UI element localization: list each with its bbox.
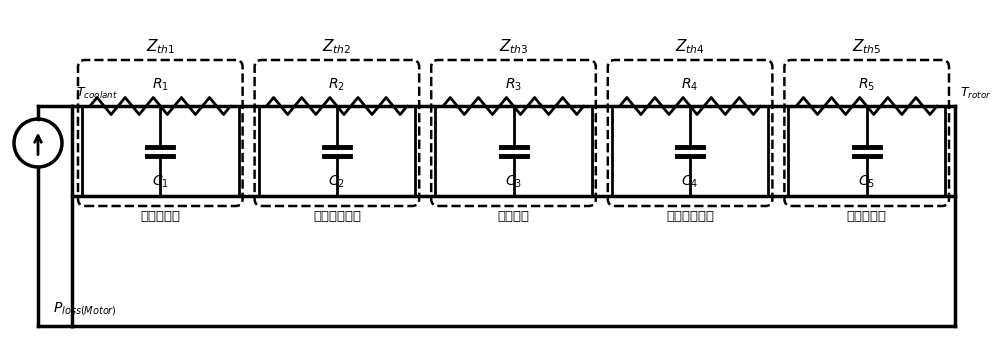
Text: （定子芯）: （定子芯） xyxy=(140,210,180,223)
Text: （气隙）: （气隙） xyxy=(498,210,530,223)
Text: $R_4$: $R_4$ xyxy=(681,77,699,93)
Text: $P_{loss(Motor)}$: $P_{loss(Motor)}$ xyxy=(53,300,117,318)
Text: $Z_{th5}$: $Z_{th5}$ xyxy=(852,37,881,56)
Text: $R_1$: $R_1$ xyxy=(152,77,169,93)
Text: （定子线圈）: （定子线圈） xyxy=(313,210,361,223)
Text: $C_4$: $C_4$ xyxy=(681,174,699,190)
Text: $C_5$: $C_5$ xyxy=(858,174,875,190)
Text: $R_2$: $R_2$ xyxy=(328,77,345,93)
Text: （转子铁芯）: （转子铁芯） xyxy=(666,210,714,223)
Text: $Z_{th2}$: $Z_{th2}$ xyxy=(322,37,352,56)
Text: $T_{rotor}$: $T_{rotor}$ xyxy=(960,86,991,101)
Text: $C_1$: $C_1$ xyxy=(152,174,169,190)
Text: $R_5$: $R_5$ xyxy=(858,77,875,93)
Text: $T_{coolant}$: $T_{coolant}$ xyxy=(76,86,118,101)
Text: $Z_{th1}$: $Z_{th1}$ xyxy=(146,37,175,56)
Text: $Z_{th4}$: $Z_{th4}$ xyxy=(675,37,705,56)
Text: $C_3$: $C_3$ xyxy=(505,174,522,190)
Text: $Z_{th3}$: $Z_{th3}$ xyxy=(499,37,528,56)
Text: $C_2$: $C_2$ xyxy=(328,174,345,190)
Text: （永磁体）: （永磁体） xyxy=(847,210,887,223)
Text: $R_3$: $R_3$ xyxy=(505,77,522,93)
